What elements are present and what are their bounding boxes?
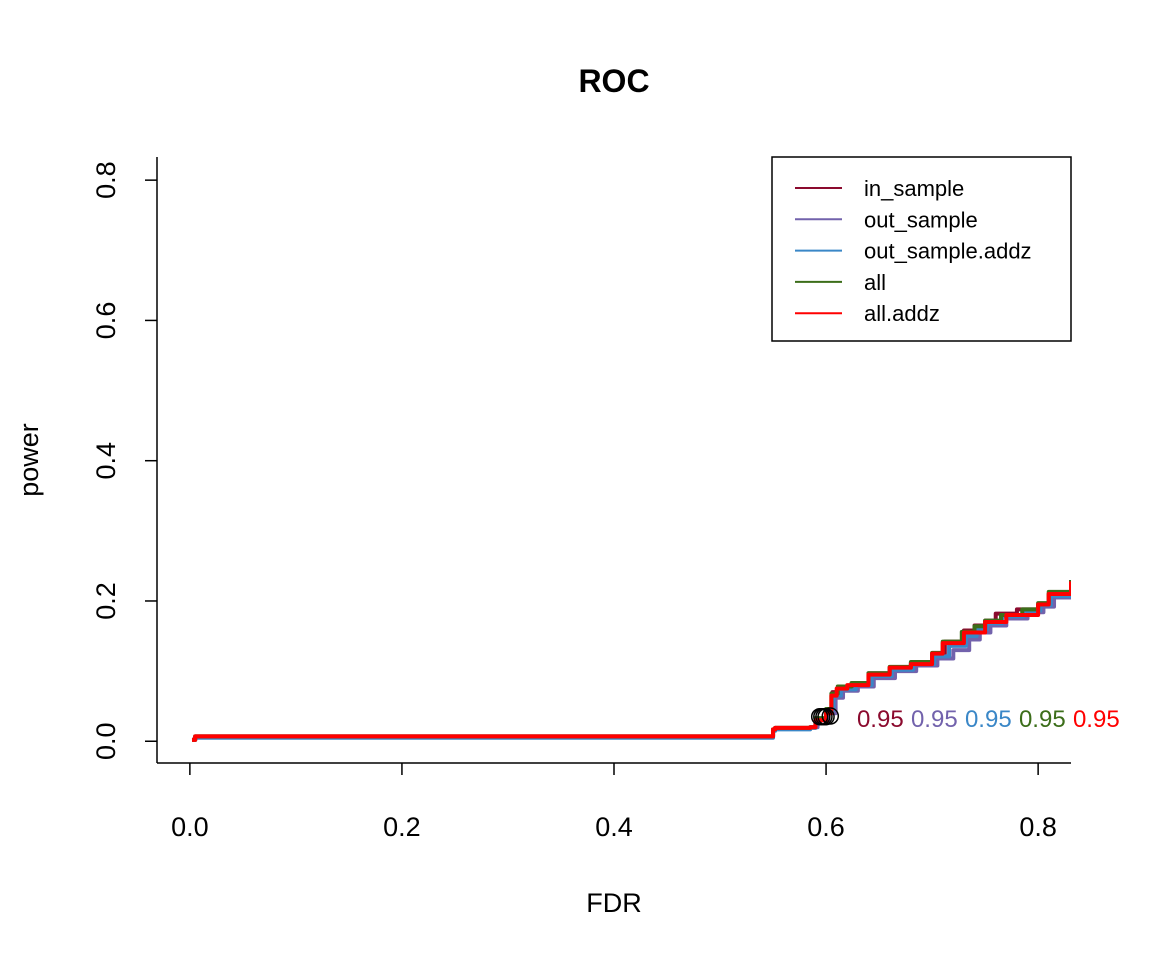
threshold-marker xyxy=(813,707,831,726)
x-tick-label: 0.0 xyxy=(171,812,209,842)
x-tick-label: 0.6 xyxy=(807,812,845,842)
series-group xyxy=(191,579,1071,742)
x-tick-label: 0.4 xyxy=(595,812,633,842)
y-tick-label: 0.8 xyxy=(91,161,121,199)
series-line-all.addz xyxy=(191,581,1071,742)
axes: 0.0 0.2 0.4 0.6 0.8 0.0 0.2 0.4 0.6 0.8 xyxy=(91,157,1071,842)
threshold-label: 0.95 xyxy=(1019,706,1066,733)
legend-label: in_sample xyxy=(864,176,964,201)
threshold-labels: 0.95 0.95 0.95 0.95 0.95 xyxy=(857,706,1120,733)
x-tick-label: 0.8 xyxy=(1019,812,1057,842)
threshold-label: 0.95 xyxy=(857,706,904,733)
threshold-marker xyxy=(821,707,840,725)
y-tick-label: 0.0 xyxy=(91,722,121,760)
legend-label: all xyxy=(864,270,886,295)
threshold-label: 0.95 xyxy=(965,706,1012,733)
threshold-label: 0.95 xyxy=(1073,706,1120,733)
legend-label: out_sample.addz xyxy=(864,239,1032,264)
legend-label: out_sample xyxy=(864,207,978,232)
y-tick-label: 0.4 xyxy=(91,442,121,480)
y-tick-label: 0.2 xyxy=(91,582,121,620)
x-axis-label: FDR xyxy=(586,888,642,918)
chart-title: ROC xyxy=(578,63,649,99)
x-tick-label: 0.2 xyxy=(383,812,421,842)
y-axis-label: power xyxy=(14,423,44,497)
threshold-label: 0.95 xyxy=(911,706,958,733)
y-tick-label: 0.6 xyxy=(91,302,121,340)
legend-label: all.addz xyxy=(864,301,940,326)
